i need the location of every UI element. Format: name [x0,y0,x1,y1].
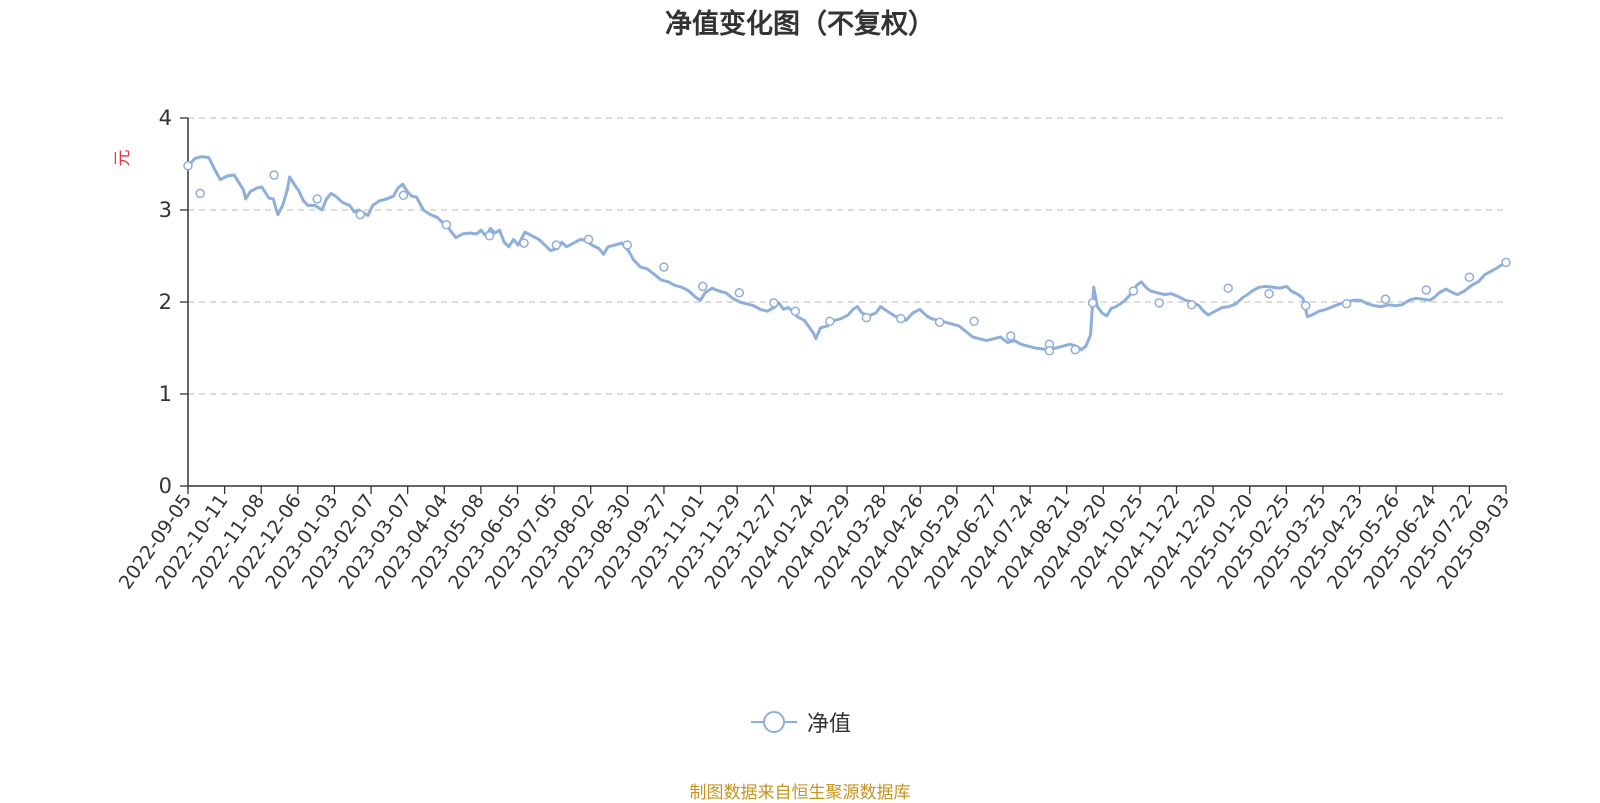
data-point-marker [1421,285,1432,295]
legend-line-marker-icon [750,711,797,733]
data-point-marker [195,188,205,199]
data-point-marker [1223,283,1233,293]
data-point-marker [790,306,801,316]
data-point-marker [697,281,708,292]
data-point-marker [1341,299,1352,309]
y-axis-label: 元 [113,150,133,167]
data-point-marker [1380,294,1391,304]
data-point-marker [1005,331,1016,341]
data-point-marker [861,312,872,323]
data-point-marker [734,288,745,298]
data-point-marker [1070,345,1081,355]
data-point-marker [969,316,979,327]
legend-label: 净值 [806,712,851,737]
y-tick-label: 4 [159,106,172,130]
data-point-marker [519,238,529,248]
data-point-marker [1044,346,1055,356]
data-point-marker [583,234,594,245]
data-point-marker [622,240,633,250]
data-point-marker [1501,257,1511,268]
y-tick-label: 3 [159,198,172,222]
data-point-marker [769,298,779,308]
y-tick-label: 1 [159,382,172,406]
y-tick-label: 2 [159,290,172,314]
data-point-marker [269,170,279,180]
data-point-marker [896,313,906,324]
chart-title: 净值变化图（不复权） [665,9,935,40]
data-point-marker [312,194,322,204]
y-tick-label: 0 [159,474,172,498]
data-point-marker [934,317,945,327]
series-line-净值 [186,155,1507,352]
series-layer [183,155,1511,356]
data-point-marker [551,240,562,250]
data-point-marker [1464,272,1475,282]
data-point-marker [398,190,409,201]
data-point-marker [183,161,193,171]
data-point-marker [1087,298,1098,308]
data-point-marker [825,316,835,327]
data-point-marker [1154,298,1165,308]
data-point-marker [1264,288,1274,299]
data-point-marker [484,231,495,241]
grid-lines [188,117,1506,395]
source-note: 制图数据来自恒生聚源数据库 [689,783,911,803]
data-point-marker [441,219,452,230]
data-point-marker [1128,286,1139,296]
legend[interactable]: 净值 [0,706,1600,738]
data-point-marker [355,209,366,220]
data-point-marker [1300,300,1311,311]
data-point-marker [659,262,669,272]
axes: 012342022-09-052022-10-112022-11-082022-… [115,106,1514,593]
data-point-marker [1186,300,1197,310]
